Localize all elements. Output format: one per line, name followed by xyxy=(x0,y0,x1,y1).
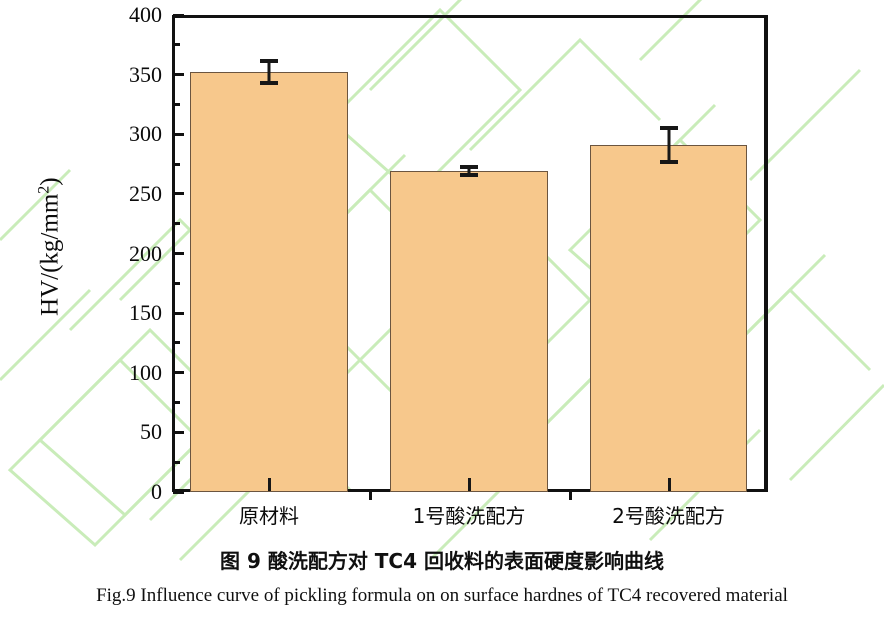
error-bar-cap-bottom xyxy=(260,81,278,86)
error-bar-cap-bottom xyxy=(460,173,478,178)
y-axis-major-tick xyxy=(173,132,184,136)
error-bar-cap-bottom xyxy=(659,160,678,165)
y-axis-minor-tick xyxy=(173,401,180,405)
y-axis-tick-label: 400 xyxy=(129,2,162,27)
x-axis-center-tick-1 xyxy=(268,478,271,491)
error-bar-cap-top xyxy=(260,59,278,64)
y-axis-tick-label: 50 xyxy=(140,419,162,445)
y-axis-tick-label: 100 xyxy=(129,359,162,385)
y-axis-major-tick xyxy=(173,73,184,77)
y-axis-major-tick xyxy=(173,371,184,375)
y-axis-major-tick xyxy=(173,490,184,494)
error-bar-2 xyxy=(460,165,478,178)
y-axis-minor-tick xyxy=(173,341,180,345)
x-axis-center-tick-2 xyxy=(468,478,471,491)
y-axis-major-tick xyxy=(173,311,184,315)
y-axis-minor-tick xyxy=(173,162,180,166)
bar-2 xyxy=(390,171,548,492)
error-bar-1 xyxy=(260,59,278,86)
y-axis-tick-label: 250 xyxy=(129,180,162,206)
y-axis-minor-tick xyxy=(173,43,180,47)
bar-1 xyxy=(190,72,348,492)
y-axis-tick-label: 150 xyxy=(129,300,162,326)
bar-3 xyxy=(590,144,747,492)
y-axis-tick-label: 0 xyxy=(151,479,162,504)
error-bar-cap-top xyxy=(659,125,678,130)
y-axis-minor-tick xyxy=(173,222,180,226)
error-bar-stem xyxy=(667,125,670,165)
y-axis-minor-tick xyxy=(173,102,180,106)
y-axis-major-tick xyxy=(173,192,184,196)
x-axis-center-tick-3 xyxy=(667,478,671,491)
y-axis-major-tick xyxy=(173,13,184,17)
y-axis-major-tick xyxy=(173,430,184,434)
x-axis-tick-label-3: 2号酸洗配方 xyxy=(612,504,725,528)
x-axis-boundary-tick-2 xyxy=(569,489,572,500)
y-axis-tick-label: 300 xyxy=(129,121,162,147)
y-axis-tick-label: 350 xyxy=(129,61,162,87)
figure-caption-english: Fig.9 Influence curve of pickling formul… xyxy=(96,585,788,606)
error-bar-stem xyxy=(267,59,271,86)
chart-figure: HV/(kg/mm2) 0 50 100 150 200 250 300 350 400 原材料… xyxy=(35,2,768,528)
error-bar-cap-top xyxy=(460,165,478,170)
y-axis-minor-tick xyxy=(173,460,180,464)
error-bar-3 xyxy=(659,125,678,165)
x-axis-boundary-tick-1 xyxy=(369,489,372,500)
y-axis-tick-label: 200 xyxy=(129,240,162,266)
y-axis-minor-tick xyxy=(173,281,180,285)
figure-caption-chinese: 图 9 酸洗配方对 TC4 回收料的表面硬度影响曲线 xyxy=(219,549,664,573)
y-axis-major-tick xyxy=(173,252,184,255)
